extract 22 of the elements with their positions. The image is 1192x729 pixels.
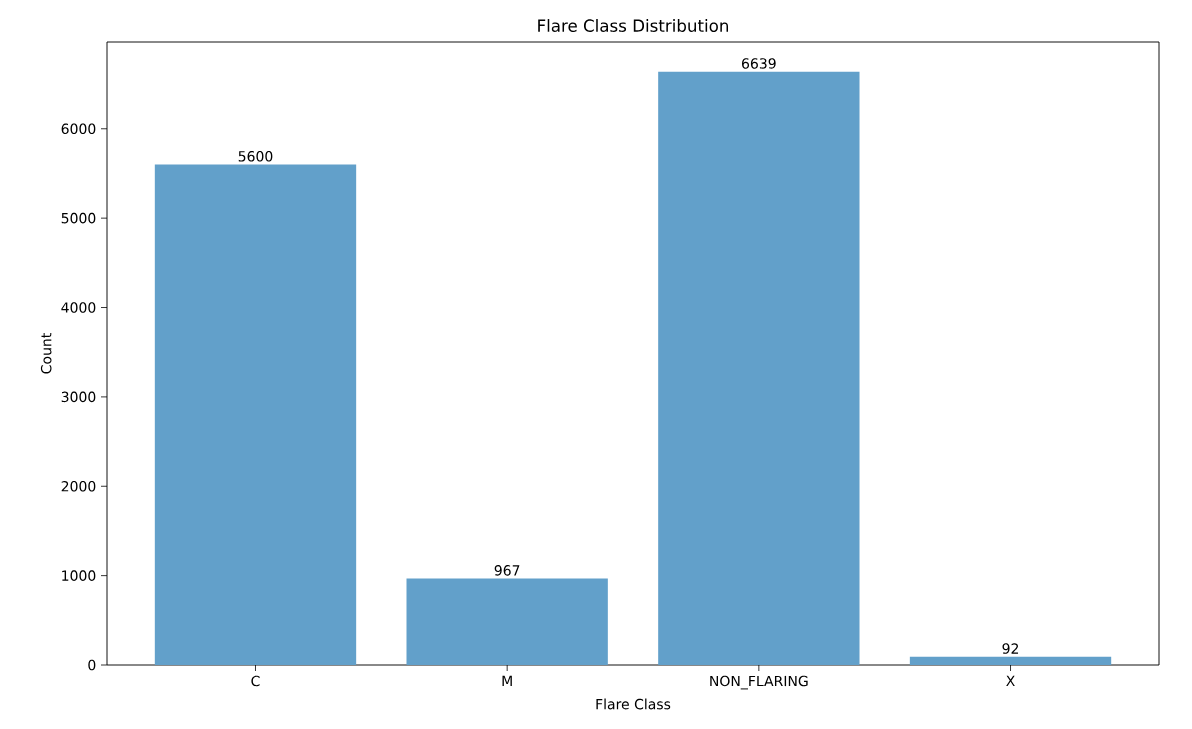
y-tick-label: 2000 [61,480,96,492]
y-tick-label: 0 [88,659,96,671]
bar [154,164,357,665]
bar [406,578,608,665]
x-tick-label: X [1006,675,1015,686]
x-axis-title: Flare Class [596,698,671,710]
bar [909,656,1112,665]
x-tick-label: C [251,675,260,687]
x-tick-label: NON_FLARING [710,675,808,690]
data-label: 92 [1002,643,1019,654]
y-tick-label: 4000 [61,302,96,313]
data-label: 5600 [238,151,273,162]
chart-title: Flare Class Distribution [538,19,728,32]
y-tick-label: 1000 [62,570,96,581]
data-label: 967 [494,565,520,576]
y-axis-title: Count [40,333,52,374]
y-tick-label: 6000 [61,123,96,135]
y-tick-label: 3000 [61,391,96,403]
data-label: 6639 [742,58,776,69]
bar [658,71,860,665]
x-tick-label: M [502,675,512,686]
y-tick-label: 5000 [61,212,96,224]
